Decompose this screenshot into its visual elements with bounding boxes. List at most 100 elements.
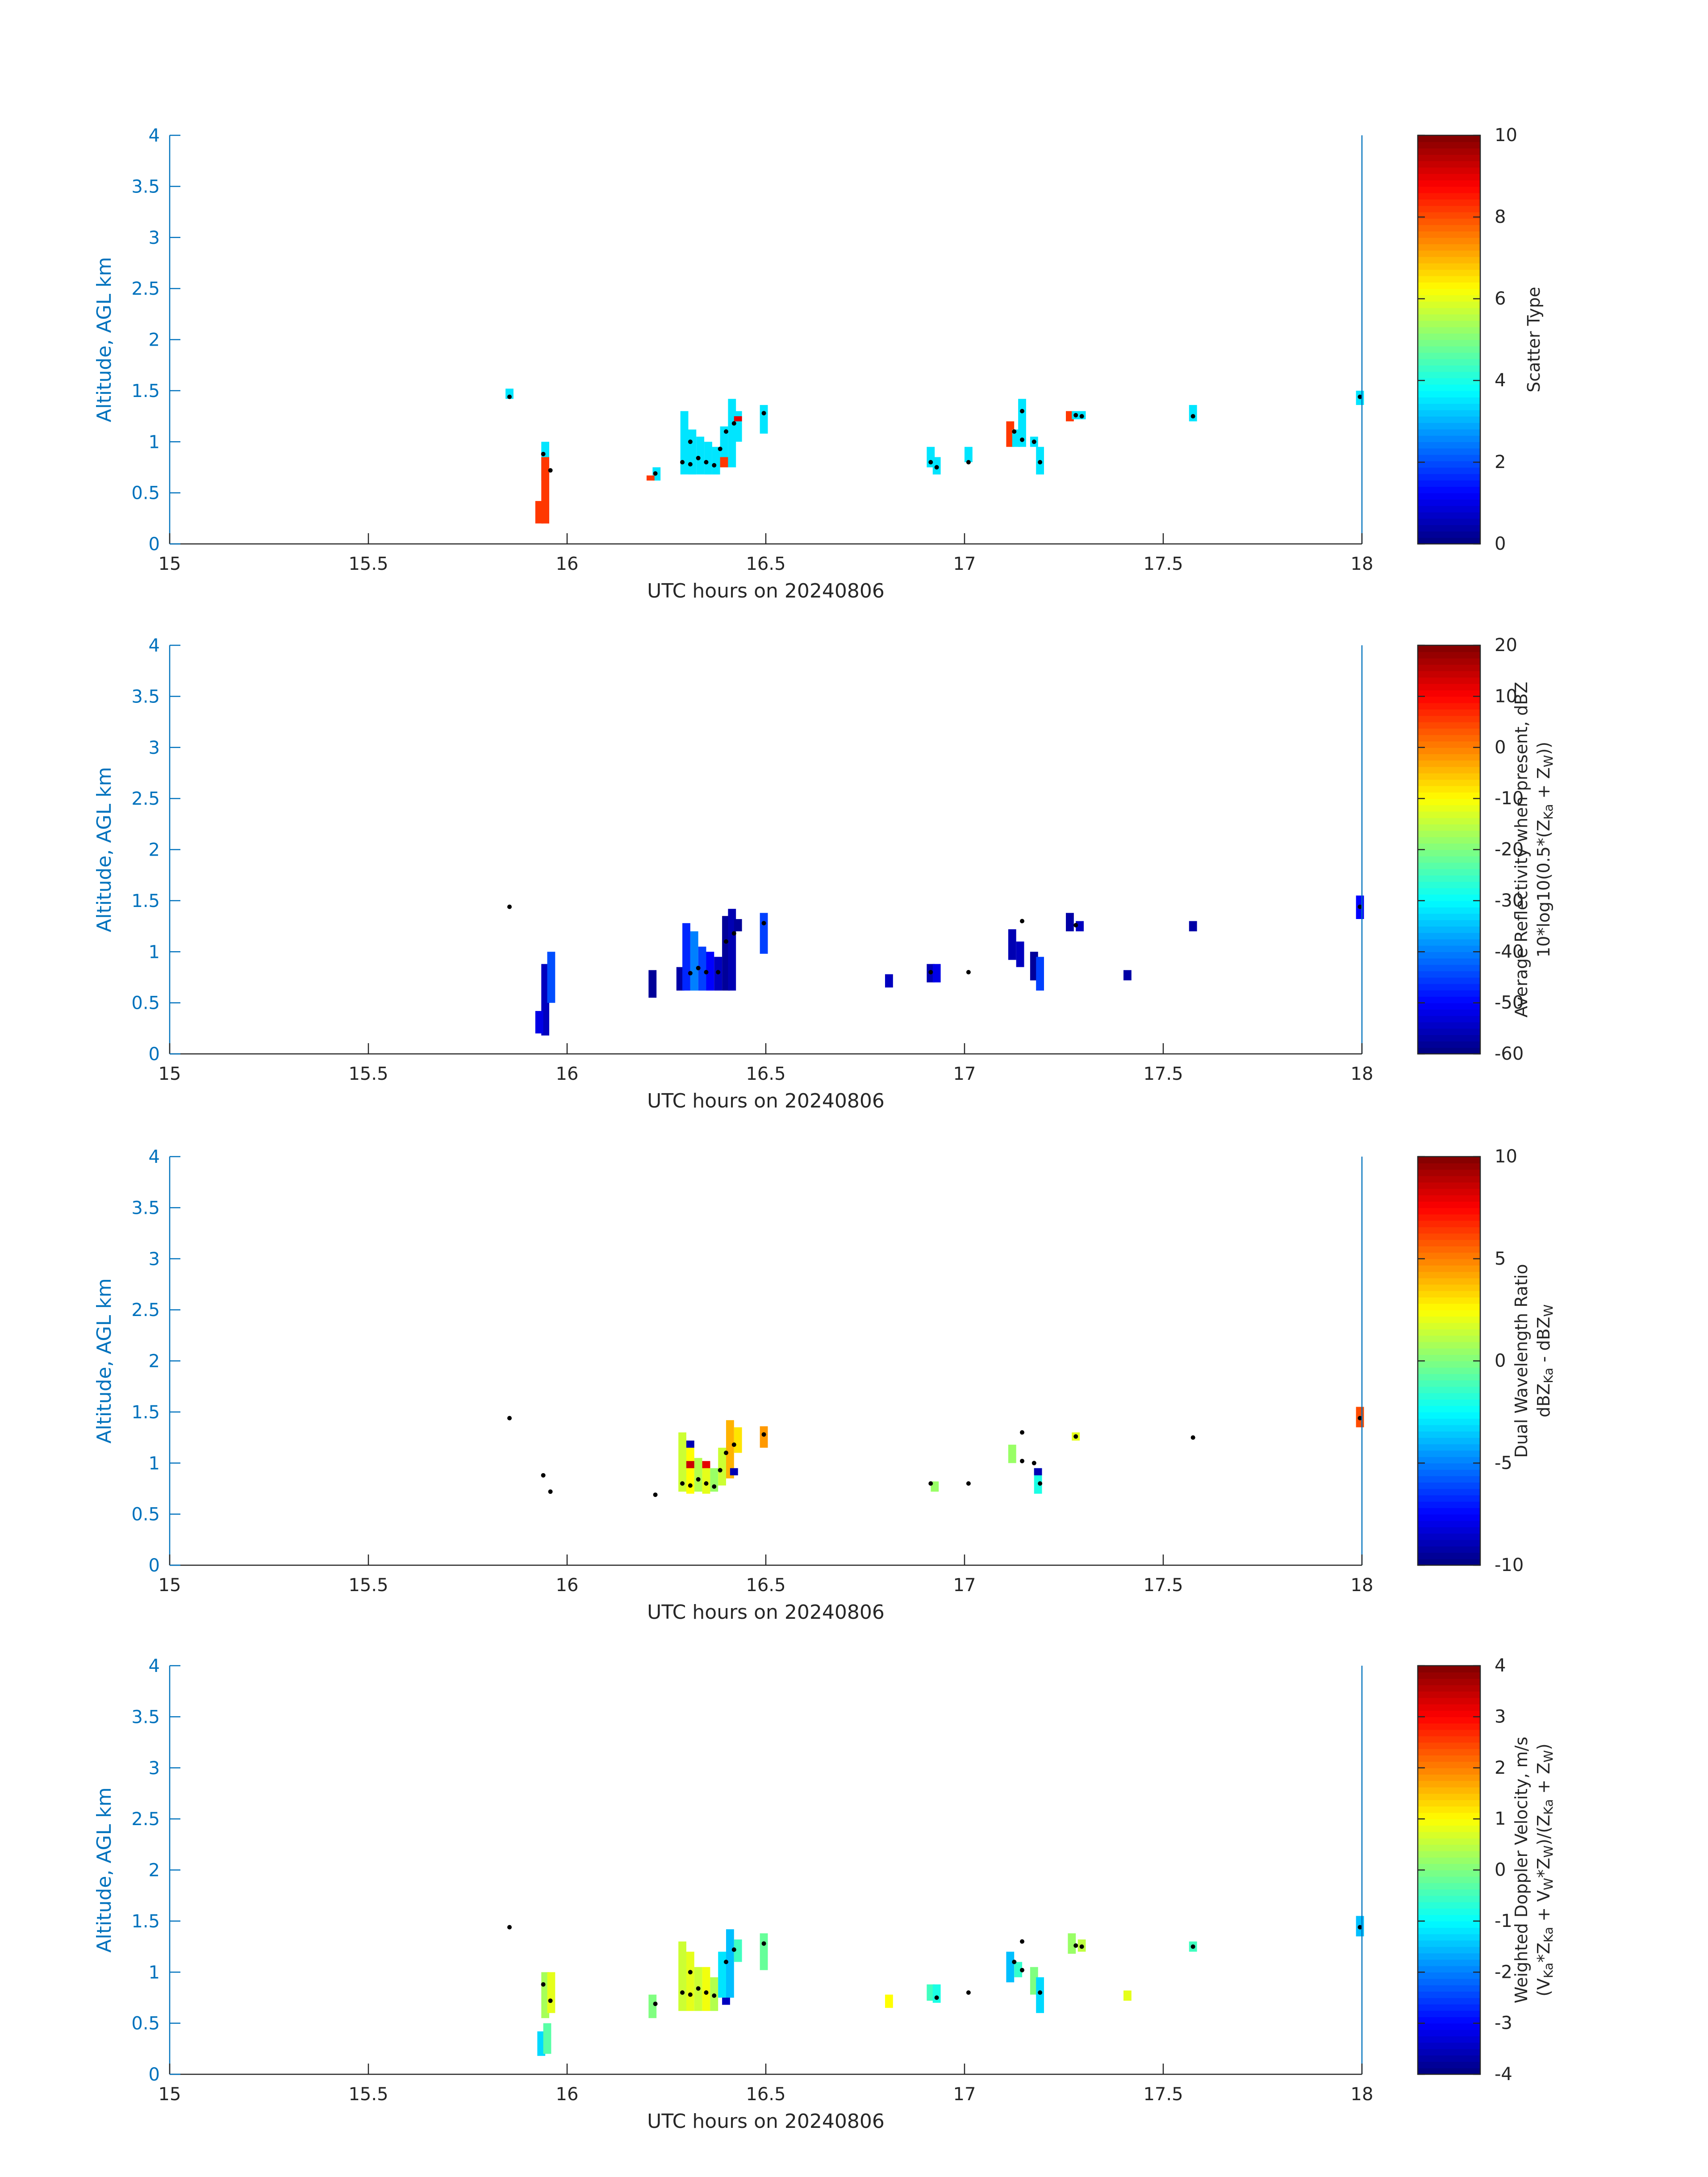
y-tick-label: 0.5	[131, 1504, 160, 1525]
colorbar-label: Scatter Type	[1524, 287, 1544, 392]
colorbar-segment	[1418, 1195, 1480, 1202]
x-tick-label: 15	[159, 554, 181, 574]
marker-point	[928, 970, 933, 974]
colorbar-segment	[1418, 1450, 1480, 1457]
colorbar-segment	[1418, 1736, 1480, 1743]
colorbar-segment	[1418, 1819, 1480, 1826]
y-tick-label: 1	[149, 1453, 160, 1474]
colorbar-segment	[1418, 1678, 1480, 1685]
heatmap-cell	[730, 1468, 738, 1475]
y-tick-label: 4	[149, 1147, 160, 1167]
heatmap-cell	[720, 457, 728, 468]
colorbar-segment	[1418, 1755, 1480, 1762]
colorbar-tick-label: 1	[1495, 1809, 1506, 1829]
heatmap-cell	[965, 447, 973, 462]
colorbar-segment	[1418, 1246, 1480, 1253]
marker-point	[1357, 394, 1362, 399]
heatmap-cell	[1034, 1468, 1042, 1475]
y-axis-label: Altitude, AGL km	[93, 257, 116, 422]
heatmap-cells	[537, 1916, 1364, 2056]
marker-point	[731, 1947, 736, 1952]
colorbar-segment	[1418, 869, 1480, 876]
colorbar-segment	[1418, 1157, 1480, 1164]
colorbar-segment	[1418, 250, 1480, 257]
heatmap-cell	[1123, 970, 1132, 981]
colorbar-segment	[1418, 932, 1480, 940]
x-tick-label: 16	[556, 1575, 579, 1596]
colorbar-segment	[1418, 135, 1480, 142]
marker-point	[1031, 439, 1036, 444]
colorbar-tick-label: -10	[1495, 788, 1524, 809]
heatmap-cell	[734, 411, 742, 442]
heatmap-cell	[686, 1461, 694, 1468]
heatmap-cell	[1189, 405, 1197, 422]
heatmap-cell	[680, 411, 689, 475]
x-tick-label: 17.5	[1143, 554, 1183, 574]
colorbar-label: 10*log10(0.5*(ZKa + ZW))	[1534, 742, 1556, 957]
colorbar-segment	[1418, 1041, 1480, 1048]
heatmap-cell	[1014, 1962, 1023, 1977]
marker-point	[718, 447, 722, 451]
colorbar-tick-label: -50	[1495, 993, 1524, 1013]
marker-point	[1079, 1944, 1084, 1949]
colorbar-segment	[1418, 1239, 1480, 1246]
heatmap-cell	[702, 1461, 710, 1468]
marker-point	[688, 1483, 693, 1488]
colorbar-segment	[1418, 442, 1480, 449]
colorbar-segment	[1418, 263, 1480, 270]
colorbar-segment	[1418, 435, 1480, 443]
colorbar-segment	[1418, 894, 1480, 901]
marker-point	[731, 421, 736, 426]
colorbar-segment	[1418, 1552, 1480, 1559]
y-tick-label: 3	[149, 228, 160, 248]
colorbar-segment	[1418, 2010, 1480, 2018]
marker-point	[507, 904, 512, 909]
colorbar-segment	[1418, 1425, 1480, 1432]
colorbar-segment	[1418, 836, 1480, 844]
heatmap-cell	[696, 436, 705, 475]
colorbar-segment	[1418, 818, 1480, 825]
colorbar-segment	[1418, 1742, 1480, 1749]
marker-point	[541, 1982, 546, 1987]
colorbar-segment	[1418, 1405, 1480, 1412]
colorbar-segment	[1418, 2055, 1480, 2062]
colorbar-segment	[1418, 1520, 1480, 1528]
colorbar-segment	[1418, 1774, 1480, 1781]
colorbar-segment	[1418, 1883, 1480, 1890]
colorbar-segment	[1418, 862, 1480, 869]
colorbar-segment	[1418, 301, 1480, 308]
colorbar-segment	[1418, 913, 1480, 920]
marker-point	[653, 2002, 658, 2006]
heatmap-cell	[932, 1984, 941, 2003]
heatmap-cell	[547, 952, 555, 1003]
marker-point	[731, 931, 736, 936]
marker-point	[704, 1990, 709, 1995]
colorbar-segment	[1418, 422, 1480, 430]
colorbar-tick-label: -5	[1495, 1453, 1512, 1473]
colorbar-tick-label: -20	[1495, 840, 1524, 860]
y-tick-label: 1.5	[131, 1402, 160, 1423]
y-tick-label: 0	[149, 2064, 160, 2085]
colorbar: -60 -50 -40 -30 -20 -10 0 10 20 Average Reflectiv…	[1417, 635, 1556, 1064]
marker-point	[724, 429, 728, 434]
x-tick-label: 15	[159, 2084, 181, 2105]
colorbar-tick-label: -4	[1495, 2064, 1512, 2085]
colorbar-segment	[1418, 205, 1480, 213]
colorbar-segment	[1418, 1463, 1480, 1470]
marker-point	[966, 1990, 971, 1995]
colorbar-segment	[1418, 1188, 1480, 1195]
colorbar-segment	[1418, 1704, 1480, 1711]
heatmap-cell	[686, 1440, 694, 1448]
marker-point	[680, 1481, 685, 1486]
x-tick-label: 16	[556, 1064, 579, 1084]
heatmap-cell	[885, 974, 893, 988]
colorbar-segment	[1418, 1431, 1480, 1438]
y-tick-label: 3	[149, 1758, 160, 1779]
colorbar-segment	[1418, 1691, 1480, 1698]
heatmap-cell	[1068, 1933, 1076, 1954]
heatmap-cell	[1066, 913, 1074, 932]
colorbar-tick-label: -40	[1495, 941, 1524, 962]
heatmap-cell	[885, 1994, 893, 2008]
heatmap-cell	[734, 919, 742, 932]
markers	[507, 904, 1362, 976]
